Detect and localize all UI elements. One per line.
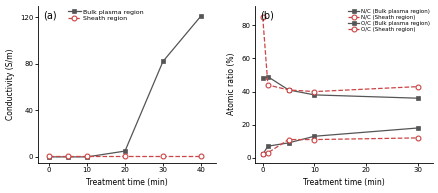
Legend: N/C (Bulk plasma region), N/C (Sheath region), O/C (Bulk plasma region), O/C (Sh: N/C (Bulk plasma region), N/C (Sheath re… [347, 8, 430, 33]
O/C (Bulk plasma region) [265, 145, 270, 147]
Bulk plasma region [46, 156, 52, 158]
Bulk plasma region [84, 156, 89, 158]
Bulk plasma region [122, 150, 127, 152]
O/C (Sheath region) [285, 138, 290, 141]
Text: (a): (a) [43, 10, 57, 20]
Y-axis label: Atomic ratio (%): Atomic ratio (%) [227, 53, 236, 115]
Sheath region [65, 155, 71, 157]
Sheath region [84, 155, 89, 157]
Bulk plasma region [198, 15, 203, 17]
Sheath region [46, 155, 52, 157]
N/C (Bulk plasma region) [414, 97, 420, 99]
N/C (Bulk plasma region) [285, 89, 290, 91]
O/C (Bulk plasma region) [285, 142, 290, 144]
X-axis label: Treatment time (min): Treatment time (min) [303, 179, 384, 187]
O/C (Sheath region) [265, 152, 270, 154]
Line: N/C (Bulk plasma region): N/C (Bulk plasma region) [260, 75, 419, 100]
O/C (Sheath region) [311, 138, 316, 141]
Sheath region [198, 155, 203, 157]
N/C (Sheath region) [285, 89, 290, 91]
N/C (Sheath region) [265, 84, 270, 86]
Legend: Bulk plasma region, Sheath region: Bulk plasma region, Sheath region [67, 9, 144, 22]
Line: Sheath region: Sheath region [46, 154, 203, 159]
Line: O/C (Bulk plasma region): O/C (Bulk plasma region) [260, 126, 419, 157]
Text: (b): (b) [260, 10, 274, 20]
X-axis label: Treatment time (min): Treatment time (min) [86, 179, 167, 187]
O/C (Sheath region) [259, 153, 265, 156]
N/C (Bulk plasma region) [265, 75, 270, 78]
Line: O/C (Sheath region): O/C (Sheath region) [260, 135, 420, 157]
Bulk plasma region [160, 60, 165, 63]
O/C (Sheath region) [414, 137, 420, 139]
Line: N/C (Sheath region): N/C (Sheath region) [260, 15, 420, 94]
N/C (Sheath region) [311, 91, 316, 93]
Y-axis label: Conductivity (S/m): Conductivity (S/m) [6, 48, 14, 120]
Bulk plasma region [65, 156, 71, 158]
N/C (Sheath region) [259, 16, 265, 18]
O/C (Bulk plasma region) [414, 127, 420, 129]
O/C (Bulk plasma region) [259, 153, 265, 156]
Line: Bulk plasma region: Bulk plasma region [47, 14, 202, 159]
N/C (Sheath region) [414, 85, 420, 88]
N/C (Bulk plasma region) [311, 94, 316, 96]
Sheath region [122, 155, 127, 157]
N/C (Bulk plasma region) [259, 77, 265, 80]
O/C (Bulk plasma region) [311, 135, 316, 137]
Sheath region [160, 155, 165, 157]
